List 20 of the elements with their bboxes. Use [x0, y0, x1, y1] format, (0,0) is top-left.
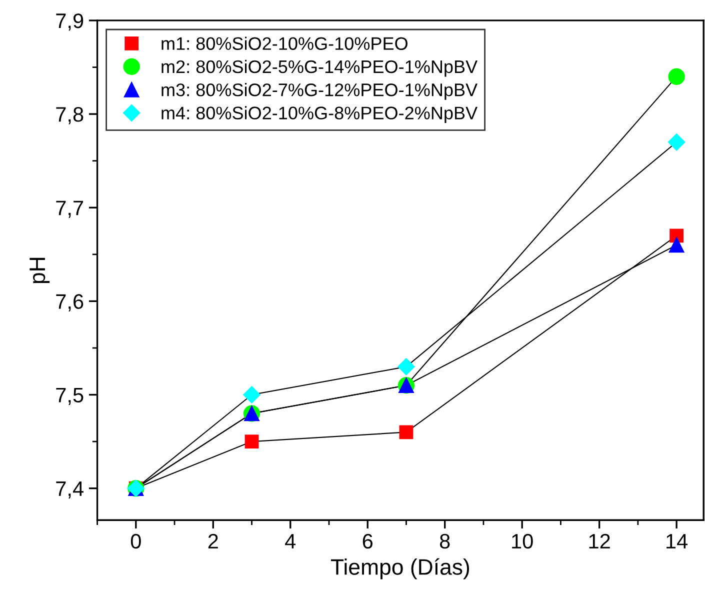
y-tick-label: 7,4	[56, 482, 84, 499]
x-tick-label: 10	[512, 534, 533, 549]
y-tick-label: 7,9	[56, 13, 84, 31]
x-tick-label: 14	[666, 534, 688, 548]
x-tick-label: 0	[130, 534, 141, 549]
x-tick-label: 4	[285, 534, 296, 548]
x-tick-label: 6	[362, 534, 372, 549]
legend-label: m4: 80%SiO2-10%G-8%PEO-2%NpBV	[162, 106, 478, 123]
y-axis-title: pH	[30, 258, 50, 284]
y-tick-label: 7,5	[56, 388, 84, 405]
legend-label: m1: 80%SiO2-10%G-10%PEO	[162, 36, 408, 50]
legend-label: m2: 80%SiO2-5%G-14%PEO-1%NpBV	[162, 60, 478, 77]
legend-label: m3: 80%SiO2-7%G-12%PEO-1%NpBV	[162, 83, 478, 100]
x-tick-label: 12	[589, 534, 610, 548]
y-tick-label: 7,8	[56, 107, 84, 124]
x-axis-title: Tiempo (Días)	[330, 558, 470, 580]
x-tick-label: 2	[208, 534, 218, 548]
x-tick-label: 8	[440, 534, 450, 549]
y-tick-label: 7,7	[56, 200, 84, 218]
y-tick-label: 7,6	[56, 294, 84, 312]
